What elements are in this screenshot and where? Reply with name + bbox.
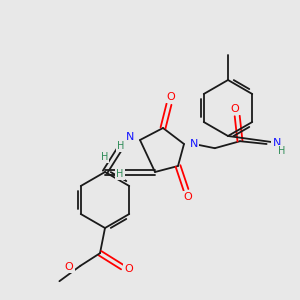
Text: H: H <box>101 152 108 162</box>
Text: O: O <box>167 92 176 102</box>
Text: O: O <box>65 262 74 272</box>
Text: N: N <box>273 138 281 148</box>
Text: N: N <box>190 139 198 149</box>
Text: O: O <box>231 104 240 114</box>
Text: O: O <box>124 264 133 274</box>
Text: H: H <box>117 141 125 151</box>
Text: N: N <box>126 132 134 142</box>
Text: O: O <box>184 192 192 202</box>
Text: H: H <box>278 146 285 156</box>
Text: H: H <box>116 169 124 179</box>
